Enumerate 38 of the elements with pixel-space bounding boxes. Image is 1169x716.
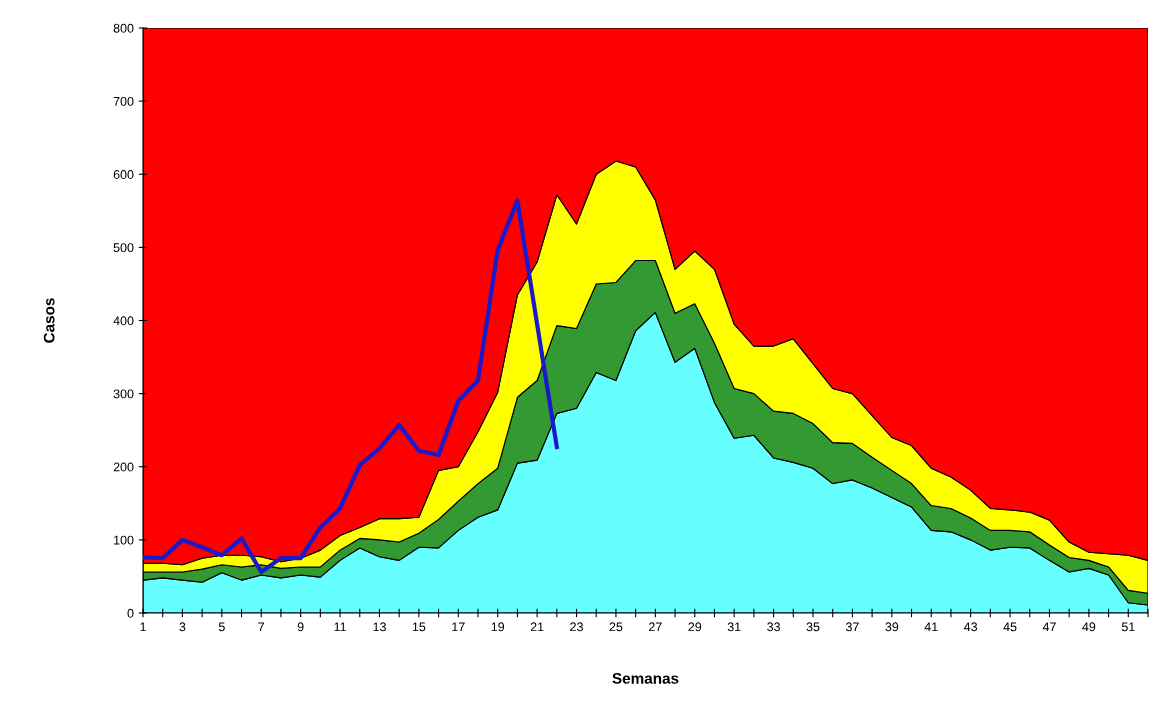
- x-tick-label: 35: [806, 622, 820, 632]
- y-tick-label: 600: [113, 170, 134, 179]
- x-tick-label: 11: [334, 622, 346, 632]
- x-tick-label: 17: [452, 622, 465, 632]
- line-series: [143, 198, 559, 575]
- y-tick-label: 800: [113, 23, 134, 33]
- y-tick-label: 0: [127, 608, 134, 618]
- x-tick-label: 49: [1082, 622, 1096, 632]
- x-tick-label: 25: [609, 622, 623, 632]
- x-tick-label: 1: [140, 622, 146, 632]
- x-tick-label: 41: [924, 622, 938, 632]
- x-tick-label: 45: [1003, 622, 1017, 632]
- x-tick-label: 51: [1121, 622, 1135, 632]
- x-tick-label: 15: [412, 622, 426, 632]
- y-axis-title: Casos: [43, 298, 55, 343]
- x-tick-label: 39: [885, 622, 899, 632]
- x-tick-label: 29: [688, 622, 702, 632]
- x-axis-title: Semanas: [612, 672, 679, 684]
- y-tick-label: 700: [113, 96, 134, 106]
- y-tick-label: 400: [113, 316, 134, 326]
- y-tick-label: 500: [113, 243, 134, 253]
- x-tick-label: 37: [845, 622, 859, 632]
- x-tick-label: 13: [373, 622, 386, 632]
- x-tick-label: 31: [727, 622, 741, 632]
- x-tick-label: 3: [179, 622, 186, 632]
- x-tick-label: 23: [570, 622, 583, 632]
- y-tick-label: 200: [113, 462, 134, 472]
- x-tick-label: 43: [963, 622, 978, 632]
- y-tick-label: 300: [113, 389, 134, 399]
- x-tick-label: 7: [258, 622, 265, 632]
- x-tick-label: 21: [530, 622, 544, 632]
- x-tick-label: 27: [649, 622, 662, 632]
- x-tick-label: 5: [218, 622, 225, 632]
- x-tick-label: 9: [297, 622, 304, 632]
- x-tick-label: 33: [767, 622, 780, 632]
- x-tick-label: 47: [1042, 622, 1056, 632]
- x-tick-label: 19: [491, 622, 505, 632]
- y-tick-label: 100: [114, 535, 134, 545]
